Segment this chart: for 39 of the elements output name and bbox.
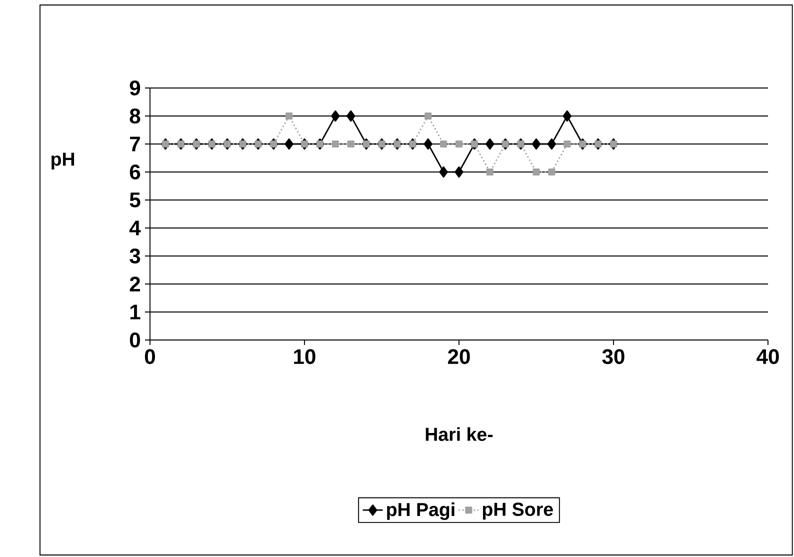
point xyxy=(439,166,448,178)
y-axis-title: pH xyxy=(52,152,74,170)
point xyxy=(564,140,571,148)
y-tick-label: 8 xyxy=(130,108,140,124)
legend-label: pH Sore xyxy=(482,502,553,520)
y-tick-label: 5 xyxy=(130,192,140,208)
x-axis-title: Hari ke- xyxy=(426,427,493,441)
point xyxy=(532,138,541,150)
y-tick-label: 6 xyxy=(130,164,140,180)
point xyxy=(562,110,572,122)
y-tick-label: 7 xyxy=(130,136,140,152)
x-tick-label: 30 xyxy=(602,349,624,364)
x-tick-label: 0 xyxy=(144,349,155,364)
x-tick-label: 10 xyxy=(294,349,316,364)
point xyxy=(347,140,354,148)
y-tick-label: 4 xyxy=(129,220,141,236)
point xyxy=(424,138,432,150)
point xyxy=(455,140,463,148)
point xyxy=(548,168,556,176)
point xyxy=(424,112,432,120)
y-tick-label: 9 xyxy=(130,80,140,96)
point xyxy=(284,138,294,150)
point xyxy=(286,112,293,120)
point xyxy=(486,138,494,150)
point xyxy=(346,110,356,122)
point xyxy=(454,166,464,178)
legend-label: pH Pagi xyxy=(387,502,454,520)
y-tick-label: 2 xyxy=(130,276,140,292)
x-tick-label: 40 xyxy=(756,349,779,364)
x-tick-label: 20 xyxy=(448,349,470,364)
point xyxy=(332,140,339,148)
point xyxy=(532,168,540,176)
point xyxy=(331,110,340,122)
point xyxy=(486,168,494,176)
y-tick-label: 1 xyxy=(130,304,140,320)
y-tick-label: 3 xyxy=(130,248,140,264)
y-tick-label: 0 xyxy=(130,332,140,348)
point xyxy=(547,138,556,150)
point xyxy=(440,140,448,148)
